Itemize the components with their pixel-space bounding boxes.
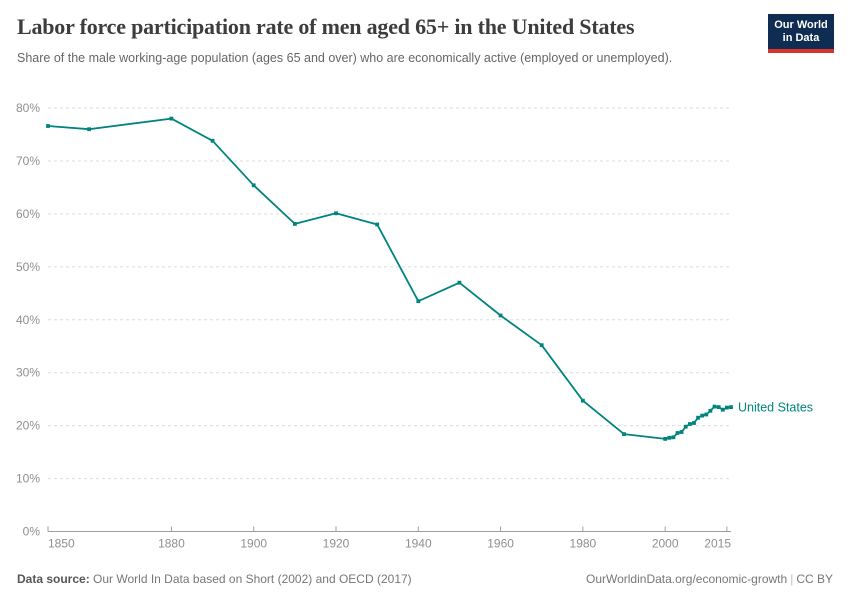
data-point-marker[interactable] xyxy=(375,222,380,227)
data-point-marker[interactable] xyxy=(663,437,668,441)
owid-logo-line2: in Data xyxy=(782,32,820,44)
data-point-marker[interactable] xyxy=(725,405,729,410)
footer-separator: | xyxy=(790,572,794,586)
license-label: CC BY xyxy=(796,572,833,586)
x-tick-label: 1900 xyxy=(240,537,267,551)
y-tick-label: 80% xyxy=(16,101,40,115)
owid-logo-line1: Our World xyxy=(774,19,828,31)
data-point-marker[interactable] xyxy=(416,299,421,304)
data-point-marker[interactable] xyxy=(688,422,692,426)
chart-subtitle: Share of the male working-age population… xyxy=(17,51,673,65)
data-point-marker[interactable] xyxy=(712,404,717,409)
x-tick-label: 1940 xyxy=(405,537,432,551)
data-point-marker[interactable] xyxy=(210,138,215,143)
x-tick-label: 2015 xyxy=(704,537,731,551)
data-point-marker[interactable] xyxy=(251,183,256,188)
data-point-marker[interactable] xyxy=(700,413,705,418)
data-point-marker[interactable] xyxy=(675,431,680,435)
x-tick-label: 2000 xyxy=(652,537,679,551)
data-point-marker[interactable] xyxy=(704,412,709,417)
data-point-marker[interactable] xyxy=(729,405,733,409)
y-tick-label: 50% xyxy=(16,260,40,274)
data-point-marker[interactable] xyxy=(498,313,503,318)
data-point-marker[interactable] xyxy=(539,343,544,348)
data-point-marker[interactable] xyxy=(87,127,91,132)
y-tick-label: 40% xyxy=(16,313,40,327)
data-point-marker[interactable] xyxy=(293,222,297,226)
data-point-marker[interactable] xyxy=(716,405,721,409)
data-point-marker[interactable] xyxy=(457,280,462,285)
data-point-marker[interactable] xyxy=(708,408,713,413)
data-source-note: Data source: Our World In Data based on … xyxy=(17,572,412,586)
footer-url-link[interactable]: OurWorldinData.org/economic-growth xyxy=(585,572,788,586)
chart-footer: Data source: Our World In Data based on … xyxy=(17,572,833,586)
data-point-marker[interactable] xyxy=(334,211,338,216)
data-point-marker[interactable] xyxy=(671,435,676,440)
x-tick-label: 1920 xyxy=(323,537,350,551)
y-tick-label: 70% xyxy=(16,154,40,168)
data-point-marker[interactable] xyxy=(696,415,700,420)
chart-title: Labor force participation rate of men ag… xyxy=(17,14,635,39)
x-tick-label: 1960 xyxy=(487,537,514,551)
x-tick-label: 1850 xyxy=(48,537,75,551)
data-point-marker[interactable] xyxy=(692,421,696,425)
y-tick-label: 10% xyxy=(16,472,40,486)
data-source-label: Data source: xyxy=(17,572,90,586)
data-point-marker[interactable] xyxy=(169,116,174,121)
y-tick-label: 0% xyxy=(23,525,41,539)
data-point-marker[interactable] xyxy=(683,424,688,429)
data-point-marker[interactable] xyxy=(622,432,626,436)
y-tick-label: 30% xyxy=(16,366,40,380)
footer-rights: OurWorldinData.org/economic-growth | CC BY xyxy=(586,572,833,586)
data-point-marker[interactable] xyxy=(667,435,672,440)
data-point-marker[interactable] xyxy=(581,398,585,403)
data-point-marker[interactable] xyxy=(720,407,725,412)
data-point-marker[interactable] xyxy=(679,430,684,434)
y-tick-label: 20% xyxy=(16,419,40,433)
x-tick-label: 1980 xyxy=(570,537,597,551)
y-tick-label: 60% xyxy=(16,207,40,221)
x-tick-label: 1880 xyxy=(158,537,185,551)
data-point-marker[interactable] xyxy=(46,124,50,128)
data-line[interactable] xyxy=(47,117,732,440)
owid-logo: Our World in Data xyxy=(768,14,834,53)
data-source-text: Our World In Data based on Short (2002) … xyxy=(93,572,412,586)
series-label: United States xyxy=(738,401,813,415)
